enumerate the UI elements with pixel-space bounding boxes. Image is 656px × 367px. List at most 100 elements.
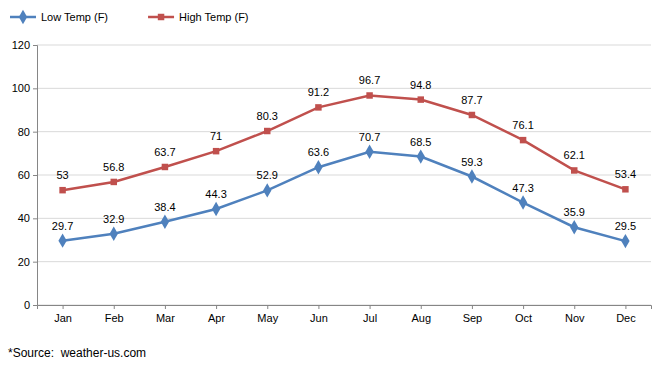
x-tick: Apr [208,305,225,324]
x-tick-mark [625,305,626,309]
x-tick-mark [63,305,64,309]
legend-label: Low Temp (F) [41,11,108,23]
data-labels: 29.732.938.444.352.963.670.768.559.347.3… [52,74,636,232]
series-marker [417,149,425,163]
x-tick: Nov [565,305,585,324]
x-tick-mark [165,305,166,309]
series-marker [162,164,168,170]
series-marker [519,195,527,209]
legend-entry: Low Temp (F) [10,10,108,24]
y-tick-mark [33,132,37,133]
y-tick-mark [33,45,37,46]
x-tick-label: Jul [363,312,377,324]
series-marker [58,233,66,247]
x-tick: Oct [515,305,532,324]
y-tick: 40 [18,212,37,224]
series-marker [59,187,65,193]
data-label: 94.8 [410,79,431,91]
x-axis-line [38,306,652,310]
legend-label: High Temp (F) [179,11,248,23]
x-tick-label: Aug [411,312,431,324]
legend: Low Temp (F) High Temp (F) [10,10,249,24]
y-tick: 60 [18,169,37,181]
x-tick-label: Apr [208,312,225,324]
data-label: 96.7 [359,74,380,86]
x-tick-mark [318,305,319,309]
y-tick-mark [33,262,37,263]
data-label: 68.5 [410,136,431,148]
data-label: 70.7 [359,131,380,143]
x-tick-label: Oct [515,312,532,324]
series-line [63,95,626,190]
y-tick: 100 [12,82,37,94]
y-tick: 80 [18,126,37,138]
series-marker [366,92,372,98]
y-tick: 0 [24,299,37,311]
data-label: 71 [210,130,222,142]
data-label: 63.6 [308,146,329,158]
series-marker [621,234,629,248]
data-label: 80.3 [257,110,278,122]
series-marker [213,148,219,154]
x-tick: Jan [54,305,72,324]
data-label: 87.7 [461,94,482,106]
y-axis: 0 20 40 60 80 100 120 [12,39,38,311]
y-tick-mark [33,305,37,306]
x-tick: Jul [363,305,377,324]
x-tick: Aug [411,305,431,324]
x-tick-label: May [257,312,278,324]
y-tick-label: 20 [18,256,30,268]
y-tick: 20 [18,256,37,268]
data-label: 59.3 [461,156,482,168]
y-tick: 120 [12,39,37,51]
series-marker [264,128,270,134]
data-label: 63.7 [154,146,175,158]
y-axis-line [33,46,38,306]
x-tick-mark [574,305,575,309]
legend-marker [158,14,164,20]
grid-line [37,261,651,262]
x-tick-mark [216,305,217,309]
data-label: 91.2 [308,86,329,98]
data-label: 32.9 [103,213,124,225]
data-label: 76.1 [512,119,533,131]
chart: 020406080100120JanFebMarAprMayJunJulAugS… [0,0,656,367]
x-tick-label: Sep [463,312,483,324]
series-marker [570,220,578,234]
x-tick-mark [370,305,371,309]
series-marker [571,167,577,173]
x-tick: Mar [156,305,175,324]
grid-line [37,88,651,89]
data-label: 29.5 [615,220,636,232]
x-tick-label: Mar [156,312,175,324]
data-label: 62.1 [564,149,585,161]
y-tick-label: 0 [24,299,30,311]
series-marker [365,145,373,159]
x-tick-mark [421,305,422,309]
x-tick-label: Jan [54,312,72,324]
data-label: 56.8 [103,161,124,173]
y-tick-label: 120 [12,39,30,51]
data-label: 53 [56,169,68,181]
legend-marker [19,10,27,24]
y-tick-label: 60 [18,169,30,181]
series-marker [520,137,526,143]
grid [37,45,651,305]
data-label: 47.3 [512,182,533,194]
legend-entry: High Temp (F) [148,11,248,23]
x-tick: Sep [463,305,483,324]
series-marker [418,96,424,102]
source-note: *Source: weather-us.com [8,346,146,360]
x-tick-label: Jun [310,312,328,324]
x-tick-mark [472,305,473,309]
series-marker [469,112,475,118]
series-marker [111,179,117,185]
data-label: 44.3 [205,188,226,200]
y-tick-label: 40 [18,212,30,224]
x-tick-label: Nov [565,312,585,324]
y-tick-label: 80 [18,126,30,138]
data-label: 53.4 [615,168,636,180]
grid-line [37,131,651,132]
x-tick-mark [267,305,268,309]
series-marker [161,215,169,229]
